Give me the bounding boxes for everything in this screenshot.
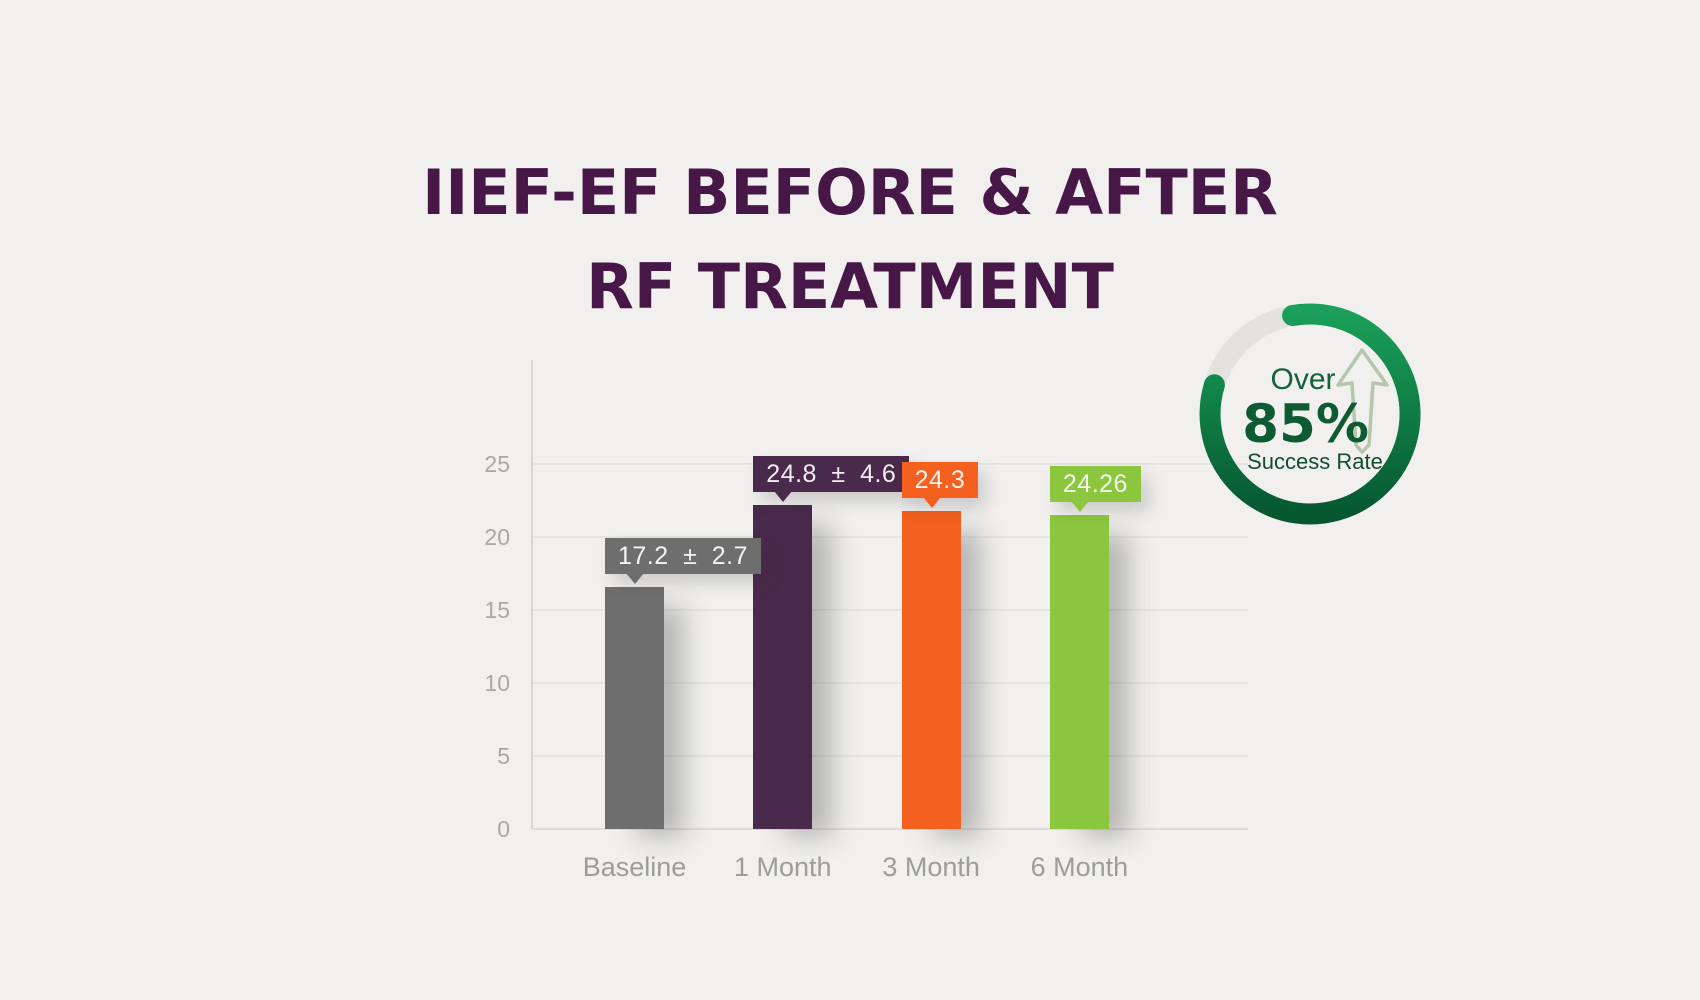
y-axis-line [531, 360, 533, 829]
y-tick-label: 20 [484, 524, 510, 550]
chart-title-line2: RF TREATMENT [586, 250, 1114, 323]
badge-over-label: Over [1270, 363, 1336, 396]
bar [605, 586, 664, 829]
bar-value-label: 24.26 [1062, 470, 1128, 499]
bar [753, 504, 813, 829]
gridline [532, 609, 1248, 611]
bar [901, 510, 961, 829]
chart-title-line1: IIEF-EF BEFORE & AFTER [422, 156, 1278, 229]
badge-percent-value: 85% [1242, 394, 1369, 455]
y-tick-label: 5 [497, 743, 510, 769]
bar-value-tooltip: 24.3 [901, 461, 979, 508]
y-tick-label: 0 [497, 816, 510, 842]
gridline [532, 682, 1248, 684]
bar [1049, 515, 1109, 829]
ring-progress-arc [1199, 303, 1421, 525]
gridline [532, 755, 1248, 757]
ring-gap-arc [1206, 307, 1293, 387]
trend-up-arrow-icon [1336, 348, 1389, 454]
x-category-label: 3 Month [882, 852, 980, 882]
y-tick-label: 10 [484, 670, 510, 696]
gridline [532, 536, 1248, 538]
x-category-label: 1 Month [734, 852, 832, 882]
x-category-label: 6 Month [1030, 852, 1129, 882]
bar-value-tooltip: 24.26 [1049, 466, 1141, 513]
tooltip-pointer [774, 490, 793, 502]
gridline [532, 828, 1248, 830]
success-ring [1199, 303, 1421, 525]
y-tick-label: 15 [484, 597, 510, 623]
bar-value-tooltip: 24.8 ± 4.6 [753, 455, 910, 502]
badge-success-rate-label: Success Rate [1247, 449, 1383, 474]
bar-value-label: 17.2 ± 2.7 [618, 541, 749, 570]
x-category-label: Baseline [582, 852, 687, 882]
tooltip-pointer [1070, 501, 1089, 513]
bar-value-label: 24.8 ± 4.6 [766, 459, 897, 488]
bar-value-tooltip: 17.2 ± 2.7 [605, 537, 762, 584]
tooltip-pointer [626, 572, 644, 584]
y-tick-label: 25 [484, 451, 510, 477]
tooltip-pointer [922, 496, 941, 508]
bar-value-label: 24.3 [914, 465, 966, 494]
